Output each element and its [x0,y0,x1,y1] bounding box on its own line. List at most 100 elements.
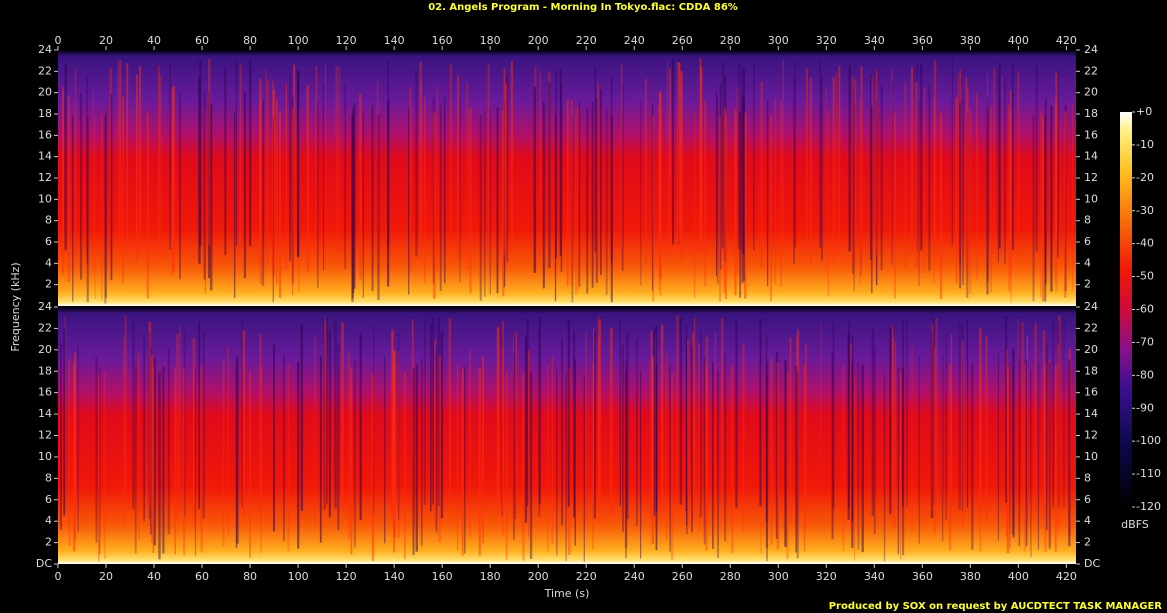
spectral-streak [337,343,340,531]
spectral-streak [461,368,464,556]
spectral-streak [522,373,525,561]
spectral-streak [98,374,100,562]
spectral-streak [72,115,74,302]
spectral-streak [353,360,357,548]
spectral-streak [1021,322,1024,510]
x-tick-label-top: 80 [243,34,257,47]
spectral-streak [704,100,707,287]
spectral-streak [1017,319,1019,507]
spectral-streak [610,76,613,263]
x-tick-label: 80 [243,570,257,583]
spectral-streak [172,86,175,273]
spectral-streak [1018,358,1021,546]
spectral-streak [736,87,739,274]
spectral-streak [440,331,444,519]
x-tick-label: 280 [720,570,741,583]
spectral-streak [567,319,570,507]
spectral-streak [538,329,541,517]
spectral-streak [420,358,423,546]
y-tick-label-right: 12 [1084,429,1098,442]
spectral-streak [505,82,507,269]
spectral-streak [691,345,693,533]
spectral-streak [438,355,441,543]
spectral-streak [501,348,504,536]
spectral-streak [677,61,680,248]
chart-title: 02. Angels Program - Morning In Tokyo.fl… [428,2,738,13]
spectral-streak [153,358,156,546]
y-tick-label-right: 20 [1084,86,1098,99]
spectral-streak [678,62,681,249]
spectral-streak [514,332,517,520]
spectral-streak [700,66,703,253]
spectral-streak [1068,349,1071,537]
spectral-streak [387,60,390,247]
spectral-streak [959,102,961,289]
spectral-streak [278,111,282,298]
spectral-streak [986,95,989,282]
x-tick-label: 400 [1008,570,1029,583]
x-tick-label: 160 [432,570,453,583]
spectral-streak [592,362,594,550]
spectral-streak [640,99,642,286]
spectral-streak [1055,72,1058,259]
spectral-streak [456,363,459,551]
spectral-streak [415,70,418,257]
spectral-streak [259,78,262,265]
spectral-streak [686,347,688,535]
spectral-streak [203,93,206,280]
spectral-streak [287,364,290,552]
spectral-streak [297,361,300,549]
spectral-streak [597,315,599,503]
spectral-streak [393,350,396,538]
spectral-streak [548,71,551,258]
spectral-streak [838,65,841,252]
spectral-streak [469,107,472,294]
spectral-streak [242,330,246,518]
spectral-streak [593,331,596,519]
spectral-streak [871,77,873,264]
x-tick-label-top: 60 [195,34,209,47]
spectral-streak [765,334,768,522]
spectral-streak [241,320,243,508]
spectral-streak [198,321,201,509]
spectral-streak [62,89,65,276]
spectral-streak [971,362,974,550]
spectral-streak [433,113,436,300]
spectral-streak [1057,344,1060,532]
spectral-streak [1026,335,1029,523]
colorbar-tick-label: -100 [1136,434,1161,447]
spectral-streak [148,331,151,519]
spectral-streak [301,323,303,511]
spectral-streak [717,370,719,558]
y-tick-label: 16 [38,386,52,399]
spectral-streak [621,84,624,271]
spectral-streak [574,108,578,295]
spectral-streak [945,333,947,521]
spectral-streak [384,356,386,544]
spectral-streak [567,98,570,285]
x-tick-label: 120 [336,570,357,583]
spectral-streak [705,337,708,525]
spectral-streak [871,329,875,517]
spectral-streak [597,82,599,269]
spectral-streak [923,87,926,274]
spectral-streak [933,60,937,247]
spectral-streak [338,66,341,253]
spectral-streak [324,63,327,250]
spectral-streak [703,357,706,545]
spectral-streak [797,329,800,517]
spectral-streak [199,59,202,246]
spectral-streak [910,66,914,253]
y-tick-label: 18 [38,364,52,377]
x-tick-label: 180 [480,570,501,583]
y-tick-label-right: 14 [1084,150,1098,163]
x-tick-label-top: 40 [147,34,161,47]
spectral-streak [976,93,979,280]
spectral-streak [760,81,763,268]
spectral-streak [586,107,589,294]
spectral-streak [138,352,140,540]
spectral-streak [324,316,327,504]
spectral-streak [595,96,598,283]
spectral-streak [561,337,563,525]
